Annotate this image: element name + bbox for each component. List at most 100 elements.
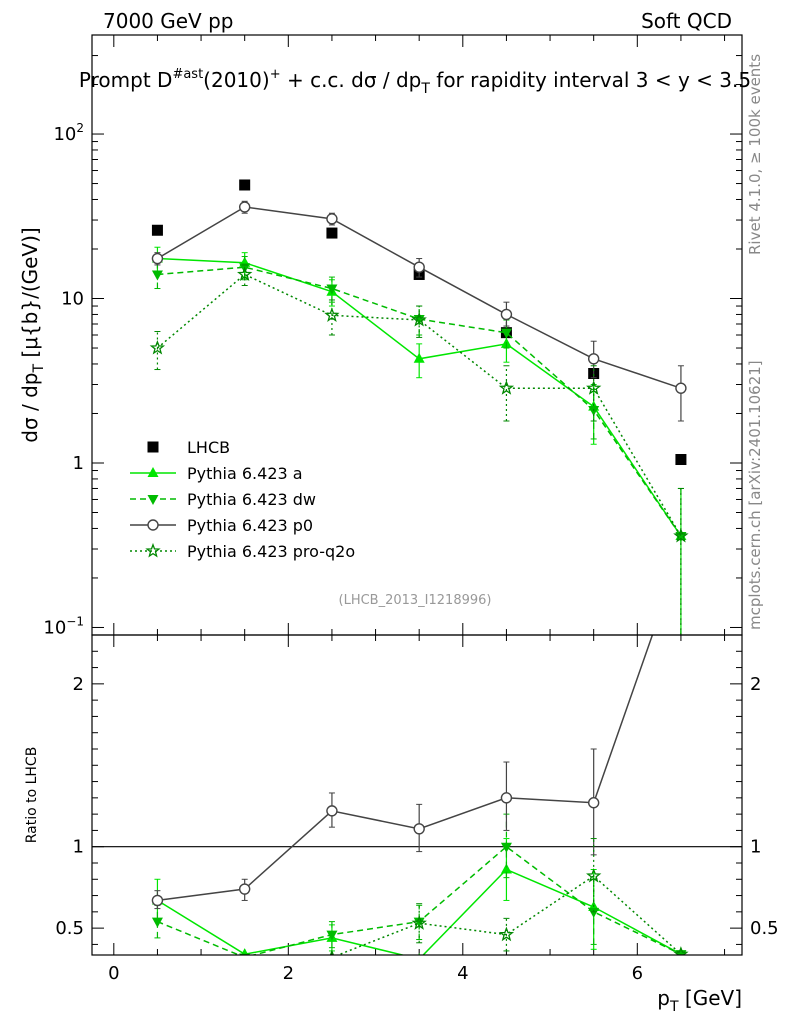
ratio-data-point [500,792,513,804]
main-data-point [151,252,164,265]
ylabel-a: dσ / dp [18,373,42,443]
x-tick-label: 2 [283,963,294,984]
main-data-point [675,382,687,394]
legend: LHCB Pythia 6.423 a Pythia 6.423 dw Pythia … [130,438,355,561]
main-data-point [411,311,427,327]
analysis-id: (LHCB_2013_I1218996) [339,593,492,608]
ratio-series-group [151,635,689,982]
xlabel-a: p [657,986,670,1010]
ratio-data-point [152,971,164,982]
tick-label-exponent: 2 [76,121,84,135]
main-data-point [149,339,166,355]
legend-marker [147,467,159,477]
main-data-point [151,270,163,281]
main-data-point [413,352,425,363]
title-main: Prompt D [79,68,173,92]
title-sup2: + [270,67,281,82]
main-data-point [500,308,513,321]
ratio-series-3 [152,838,689,982]
ratio-data-point [588,907,600,918]
main-series-group [149,179,689,635]
legend-label: Pythia 6.423 p0 [187,516,313,535]
ratio-y-tick-label: 2 [73,674,84,695]
title-mid: (2010) [203,68,270,92]
chart-title: Prompt D#ast(2010)+ + c.c. dσ / dpT for … [79,67,751,97]
title-sup1: #ast [172,67,203,82]
ratio-data-point [586,867,602,883]
main-y-tick-label: 10 [61,289,84,310]
xlabel-b: [GeV] [679,986,742,1010]
x-axis-label: pT [GeV] [657,986,742,1015]
header-left: 7000 GeV pp [103,9,234,33]
main-series-line [156,273,682,537]
ylabel-sub: T [31,364,47,374]
title-sub: T [420,81,430,97]
ratio-data-point [673,946,689,955]
main-data-point [326,227,338,239]
ratio-frame [91,634,743,956]
tick-label-base: 10 [61,289,84,310]
ratio-data-point [240,948,249,955]
title-tail: for rapidity interval 3 < y < 3.5 [430,68,751,92]
legend-marker [145,542,161,558]
ratio-data-point [500,842,512,853]
main-data-point [324,307,340,322]
x-tick-label: 0 [108,963,119,984]
ratio-y-tick-label-right: 1 [750,837,761,858]
main-data-point [500,328,512,339]
ratio-data-point [238,883,251,895]
main-data-point [151,224,163,236]
ratio-data-point [151,894,164,907]
title-rest: + c.c. dσ / dp [281,68,422,92]
ratio-y-tick-label-right: 2 [750,674,761,695]
header-right: Soft QCD [641,9,732,33]
ratio-data-point [500,863,512,874]
main-data-point [238,201,251,213]
main-data-point [413,261,425,273]
xlabel-sub: T [669,999,679,1015]
ratio-data-point [151,917,163,928]
mcplots-label: mcplots.cern.ch [arXiv:2401.10621] [746,360,764,630]
main-data-point [673,527,689,543]
ratio-y-tick-label-right: 0.5 [750,918,779,939]
legend-marker [147,441,159,453]
main-series-3 [151,200,687,422]
ratio-data-point [326,930,338,941]
ratio-data-point [587,797,600,809]
main-data-point [675,454,687,466]
main-data-point [326,284,338,295]
legend-marker [147,495,159,505]
ratio-data-point [324,949,340,955]
main-y-tick-label: 102 [53,121,84,145]
main-data-point [239,179,251,191]
main-data-point [237,266,253,281]
legend-marker [147,519,159,531]
main-series-1 [151,246,687,635]
ratio-y-axis-label: Ratio to LHCB [24,747,40,844]
x-tick-label: 6 [632,963,643,984]
ratio-series-2 [151,635,654,910]
legend-label: Pythia 6.423 dw [187,490,316,509]
main-series-4 [149,264,689,635]
main-data-point [586,380,602,395]
main-data-point [498,380,515,395]
ratio-series-0 [151,838,685,955]
ratio-data-point [413,823,425,835]
rivet-label: Rivet 4.1.0, ≥ 100k events [746,54,764,255]
ylabel-b: [μ{b}/(GeV)] [18,227,42,364]
ratio-y-tick-label: 1 [73,837,84,858]
ratio-y-tick-label: 0.5 [55,918,84,939]
tick-label-base: 10 [43,617,66,638]
main-data-point [587,353,600,365]
legend-label: LHCB [187,438,230,457]
x-tick-label: 4 [457,963,468,984]
legend-label: Pythia 6.423 a [187,464,303,483]
main-data-point [326,213,338,225]
legend-label: Pythia 6.423 pro-q2o [187,542,355,561]
main-y-tick-label: 10−1 [43,614,84,638]
tick-label-base: 1 [73,453,84,474]
ratio-data-point [239,958,251,969]
ratio-panel: 0 2 4 6 0.5 0.5 1 1 2 2 [55,635,779,984]
